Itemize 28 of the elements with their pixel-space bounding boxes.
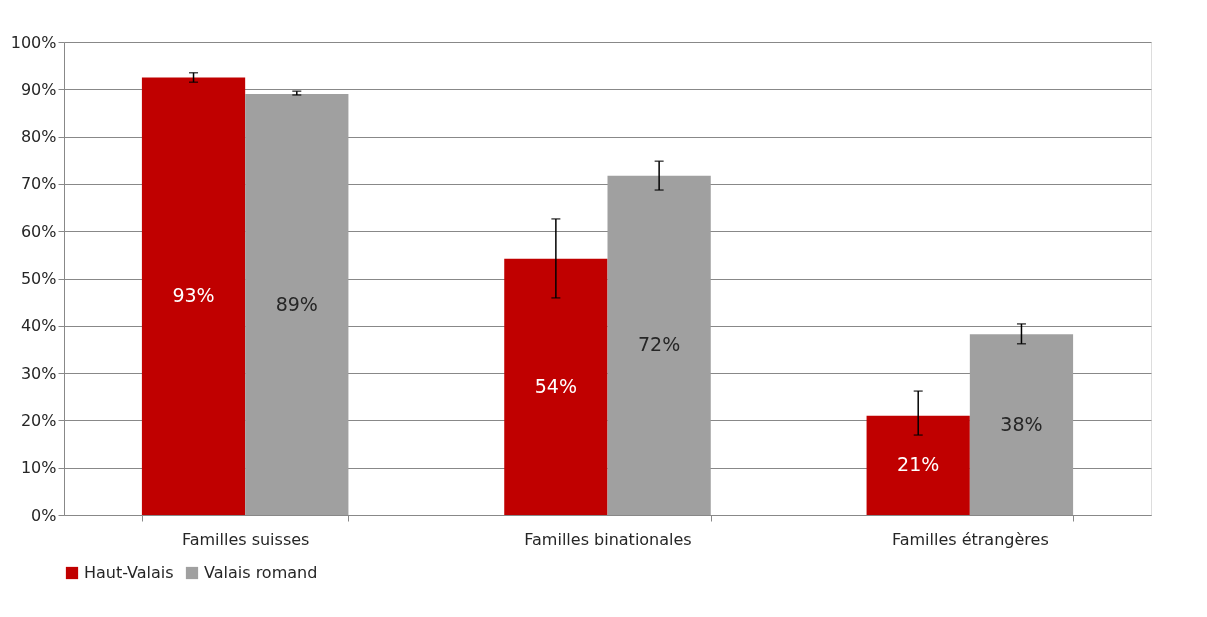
x-tick-label: Familles étrangères	[891, 529, 1049, 549]
bar	[607, 175, 711, 515]
bar	[504, 258, 608, 515]
y-tick-label: 0%	[31, 505, 57, 525]
y-tick-label: 40%	[20, 316, 57, 336]
y-tick-label: 80%	[20, 127, 57, 147]
y-tick-label: 60%	[20, 221, 57, 241]
y-tick-label: 50%	[20, 269, 57, 288]
legend-label: Haut-Valais	[84, 563, 174, 582]
y-tick-label: 10%	[20, 458, 57, 478]
data-label: 38%	[1000, 412, 1043, 435]
data-label: 72%	[638, 333, 681, 356]
bar	[245, 94, 349, 515]
data-label: 54%	[534, 374, 577, 397]
data-label: 93%	[172, 284, 215, 307]
y-tick-label: 90%	[20, 79, 57, 99]
x-tick-label: Familles suisses	[181, 529, 310, 549]
x-tick-label: Familles binationales	[524, 529, 692, 549]
y-tick-label: 100%	[10, 32, 57, 52]
y-tick-label: 20%	[20, 410, 57, 430]
y-tick-label: 30%	[20, 363, 57, 383]
bar	[969, 334, 1074, 515]
data-label: 21%	[897, 453, 940, 476]
bar	[866, 415, 970, 515]
y-tick-label: 70%	[20, 174, 57, 194]
bar	[141, 77, 246, 515]
legend-label: Valais romand	[204, 563, 318, 582]
data-label: 89%	[275, 292, 318, 315]
